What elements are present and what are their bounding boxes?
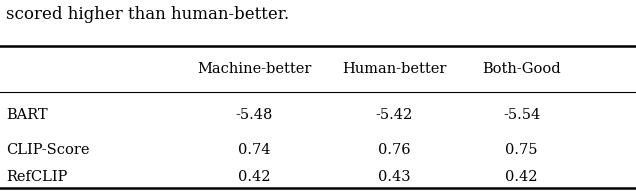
Text: scored higher than human-better.: scored higher than human-better. [6,6,289,23]
Text: 0.76: 0.76 [378,143,411,157]
Text: -5.42: -5.42 [376,108,413,122]
Text: BART: BART [6,108,48,122]
Text: -5.48: -5.48 [236,108,273,122]
Text: Both-Good: Both-Good [482,62,561,76]
Text: CLIP-Score: CLIP-Score [6,143,90,157]
Text: 0.74: 0.74 [238,143,271,157]
Text: Machine-better: Machine-better [197,62,312,76]
Text: RefCLIP: RefCLIP [6,170,68,184]
Text: Human-better: Human-better [342,62,446,76]
Text: 0.42: 0.42 [505,170,538,184]
Text: -5.54: -5.54 [503,108,540,122]
Text: 0.42: 0.42 [238,170,271,184]
Text: 0.43: 0.43 [378,170,411,184]
Text: 0.75: 0.75 [505,143,538,157]
